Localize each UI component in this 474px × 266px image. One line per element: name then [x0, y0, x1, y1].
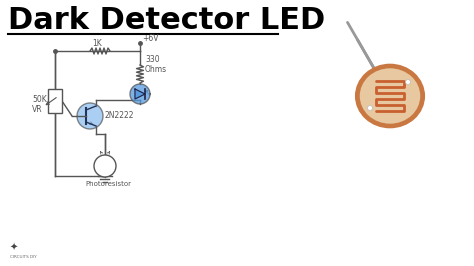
Ellipse shape [358, 66, 422, 126]
Text: 330
Ohms: 330 Ohms [145, 55, 167, 74]
Polygon shape [135, 89, 145, 99]
Text: 50K
VR: 50K VR [32, 95, 47, 114]
Text: CIRCUITS DIY: CIRCUITS DIY [10, 255, 37, 259]
Circle shape [94, 155, 116, 177]
Circle shape [130, 84, 150, 104]
Circle shape [77, 103, 103, 129]
Text: Dark Detector LED: Dark Detector LED [8, 6, 325, 35]
Text: 1K: 1K [92, 39, 102, 48]
Circle shape [367, 106, 373, 110]
Text: 2N2222: 2N2222 [105, 111, 135, 120]
Text: ✦: ✦ [10, 243, 18, 253]
Text: Photoresistor: Photoresistor [85, 181, 131, 187]
Bar [48, 89, 62, 113]
Text: +6V: +6V [142, 34, 158, 43]
Circle shape [405, 80, 410, 85]
